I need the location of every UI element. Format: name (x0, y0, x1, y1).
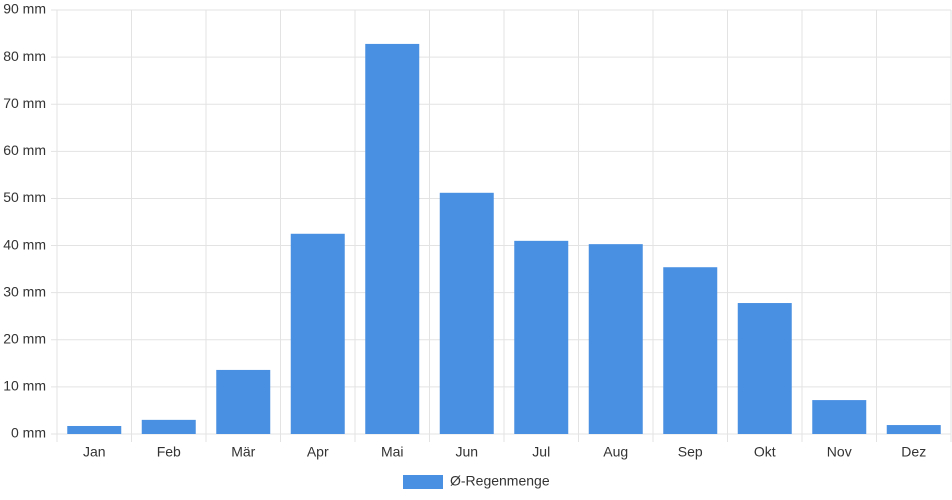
x-tick-label: Nov (827, 444, 852, 460)
x-tick-label: Mai (381, 444, 404, 460)
x-tick-label: Sep (678, 444, 703, 460)
x-tick-label: Dez (901, 444, 926, 460)
bar (290, 233, 345, 434)
bar (812, 400, 867, 434)
bar (141, 419, 196, 434)
y-tick-label: 50 mm (3, 189, 46, 205)
bar (216, 369, 271, 434)
bar (663, 267, 718, 434)
bar (67, 425, 122, 434)
y-tick-label: 90 mm (3, 1, 46, 17)
legend-swatch (403, 475, 443, 489)
y-tick-label: 10 mm (3, 378, 46, 394)
x-tick-label: Okt (754, 444, 776, 460)
x-tick-label: Jul (532, 444, 550, 460)
y-tick-label: 40 mm (3, 236, 46, 252)
bar (588, 244, 643, 434)
x-tick-label: Jun (455, 444, 478, 460)
y-tick-label: 0 mm (11, 425, 46, 441)
bar (886, 425, 941, 434)
y-tick-label: 60 mm (3, 142, 46, 158)
y-tick-label: 80 mm (3, 48, 46, 64)
legend-label: Ø-Regenmenge (450, 473, 550, 489)
y-tick-label: 30 mm (3, 283, 46, 299)
y-tick-label: 70 mm (3, 95, 46, 111)
x-tick-label: Feb (157, 444, 181, 460)
x-tick-label: Apr (307, 444, 329, 460)
bar (737, 303, 792, 434)
bar (514, 240, 569, 434)
bar (365, 43, 420, 435)
x-tick-label: Aug (603, 444, 628, 460)
bar (439, 192, 494, 434)
x-tick-label: Jan (83, 444, 106, 460)
x-tick-label: Mär (231, 444, 255, 460)
y-tick-label: 20 mm (3, 330, 46, 346)
